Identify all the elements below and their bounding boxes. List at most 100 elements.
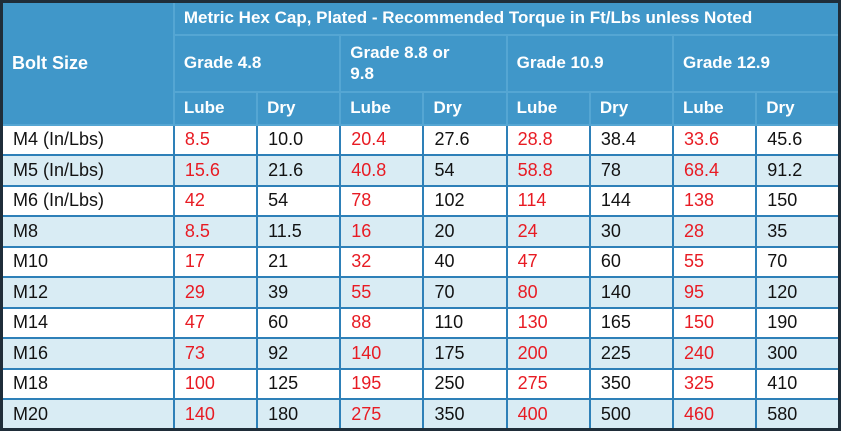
dry-torque-value: 54: [422, 154, 508, 187]
dry-torque-value: 35: [755, 215, 841, 248]
lube-subheader: Lube: [505, 90, 591, 126]
dry-torque-value: 125: [256, 367, 342, 400]
lube-torque-value: 88: [339, 306, 425, 339]
lube-torque-value: 80: [505, 276, 591, 309]
lube-torque-value: 20.4: [339, 123, 425, 156]
dry-torque-value: 40: [422, 245, 508, 278]
table-row: M16 73 92 140 175 200 225 240 300: [0, 337, 841, 370]
lube-torque-value: 78: [339, 184, 425, 217]
table-row: M6 (In/Lbs) 42 54 78 102 114 144 138 150: [0, 184, 841, 217]
dry-subheader: Dry: [422, 90, 508, 126]
lube-torque-value: 28.8: [505, 123, 591, 156]
torque-table-body: M4 (In/Lbs) 8.5 10.0 20.4 27.6 28.8 38.4 33.6 45…: [0, 123, 841, 431]
lube-torque-value: 28: [672, 215, 758, 248]
lube-torque-value: 460: [672, 398, 758, 431]
lube-torque-value: 140: [172, 398, 259, 431]
dry-subheader: Dry: [588, 90, 675, 126]
lube-torque-value: 33.6: [672, 123, 758, 156]
bolt-size-cell: M4 (In/Lbs): [0, 123, 175, 156]
lube-torque-value: 58.8: [505, 154, 591, 187]
dry-torque-value: 500: [588, 398, 675, 431]
table-row: M14 47 60 88 110 130 165 150 190: [0, 306, 841, 339]
lube-torque-value: 95: [672, 276, 758, 309]
lube-torque-value: 73: [172, 337, 259, 370]
dry-torque-value: 350: [422, 398, 508, 431]
table-row: M4 (In/Lbs) 8.5 10.0 20.4 27.6 28.8 38.4 33.6 45…: [0, 123, 841, 156]
table-row: M5 (In/Lbs) 15.6 21.6 40.8 54 58.8 78 68.4 91.2: [0, 154, 841, 187]
bolt-size-cell: M16: [0, 337, 175, 370]
lube-torque-value: 42: [172, 184, 259, 217]
dry-torque-value: 120: [755, 276, 841, 309]
dry-torque-value: 180: [256, 398, 342, 431]
grade-10-9-label: Grade 10.9: [516, 53, 604, 73]
dry-torque-value: 60: [256, 306, 342, 339]
dry-torque-value: 54: [256, 184, 342, 217]
lube-torque-value: 400: [505, 398, 591, 431]
grade-8-8-header: Grade 8.8 or 9.8: [339, 33, 508, 93]
lube-subheader: Lube: [672, 90, 758, 126]
bolt-size-cell: M20: [0, 398, 175, 431]
lube-subheader: Lube: [339, 90, 425, 126]
dry-torque-value: 190: [755, 306, 841, 339]
bolt-size-cell: M12: [0, 276, 175, 309]
lube-torque-value: 8.5: [172, 123, 259, 156]
lube-torque-value: 15.6: [172, 154, 259, 187]
lube-torque-value: 275: [505, 367, 591, 400]
dry-torque-value: 300: [755, 337, 841, 370]
lube-torque-value: 47: [172, 306, 259, 339]
lube-torque-value: 150: [672, 306, 758, 339]
dry-torque-value: 410: [755, 367, 841, 400]
dry-torque-value: 10.0: [256, 123, 342, 156]
lube-torque-value: 140: [339, 337, 425, 370]
dry-subheader: Dry: [256, 90, 342, 126]
dry-torque-value: 38.4: [588, 123, 675, 156]
lube-torque-value: 29: [172, 276, 259, 309]
lube-torque-value: 138: [672, 184, 758, 217]
dry-torque-value: 21.6: [256, 154, 342, 187]
lube-torque-value: 240: [672, 337, 758, 370]
bolt-size-cell: M10: [0, 245, 175, 278]
table-row: M12 29 39 55 70 80 140 95 120: [0, 276, 841, 309]
lube-torque-value: 200: [505, 337, 591, 370]
lube-torque-value: 40.8: [339, 154, 425, 187]
lube-torque-value: 130: [505, 306, 591, 339]
bolt-size-cell: M14: [0, 306, 175, 339]
dry-torque-value: 350: [588, 367, 675, 400]
bolt-size-cell: M18: [0, 367, 175, 400]
lube-torque-value: 24: [505, 215, 591, 248]
table-row: M10 17 21 32 40 47 60 55 70: [0, 245, 841, 278]
dry-torque-value: 45.6: [755, 123, 841, 156]
lube-torque-value: 275: [339, 398, 425, 431]
dry-torque-value: 11.5: [256, 215, 342, 248]
lube-torque-value: 114: [505, 184, 591, 217]
table-row: M8 8.5 11.5 16 20 24 30 28 35: [0, 215, 841, 248]
dry-torque-value: 21: [256, 245, 342, 278]
dry-torque-value: 102: [422, 184, 508, 217]
table-row: M18 100 125 195 250 275 350 325 410: [0, 367, 841, 400]
lube-torque-value: 325: [672, 367, 758, 400]
dry-torque-value: 250: [422, 367, 508, 400]
lube-torque-value: 68.4: [672, 154, 758, 187]
dry-torque-value: 92: [256, 337, 342, 370]
dry-torque-value: 70: [422, 276, 508, 309]
dry-torque-value: 580: [755, 398, 841, 431]
table-row: M20 140 180 275 350 400 500 460 580: [0, 398, 841, 431]
dry-torque-value: 150: [755, 184, 841, 217]
lube-torque-value: 47: [505, 245, 591, 278]
lube-torque-value: 32: [339, 245, 425, 278]
lube-torque-value: 55: [339, 276, 425, 309]
grade-4-8-header: Grade 4.8: [172, 33, 342, 93]
dry-torque-value: 39: [256, 276, 342, 309]
grade-12-9-header: Grade 12.9: [672, 33, 841, 93]
grade-8-8-label: Grade 8.8 or 9.8: [350, 42, 450, 83]
dry-torque-value: 91.2: [755, 154, 841, 187]
bolt-size-cell: M5 (In/Lbs): [0, 154, 175, 187]
dry-torque-value: 140: [588, 276, 675, 309]
lube-torque-value: 8.5: [172, 215, 259, 248]
table-title: Metric Hex Cap, Plated - Recommended Tor…: [172, 0, 841, 36]
dry-torque-value: 165: [588, 306, 675, 339]
dry-torque-value: 78: [588, 154, 675, 187]
dry-subheader: Dry: [755, 90, 841, 126]
